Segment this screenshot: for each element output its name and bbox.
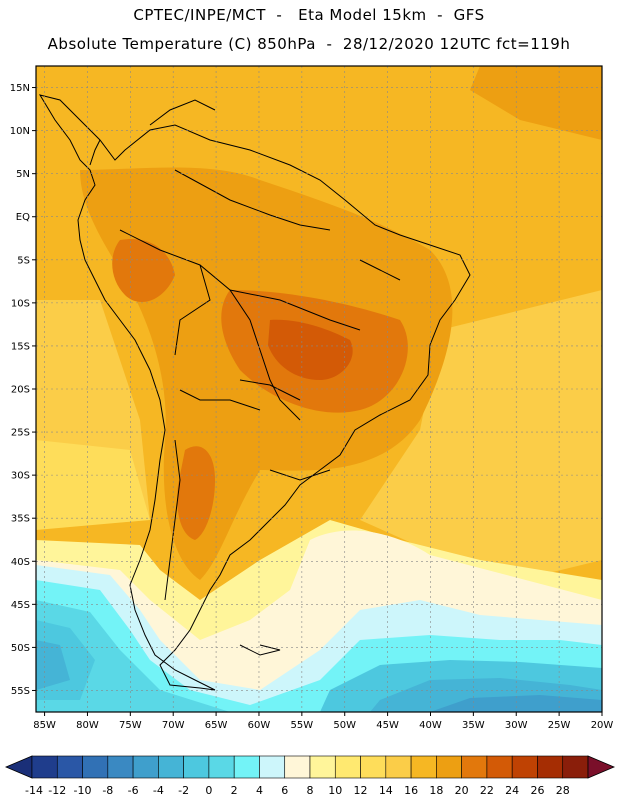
colorbar-swatch xyxy=(132,755,159,779)
colorbar-label: 22 xyxy=(480,784,494,797)
lon-label: 80W xyxy=(76,720,99,731)
lon-label: 40W xyxy=(419,720,442,731)
lat-label: 50S xyxy=(11,643,30,654)
longitude-labels: 85W 80W 75W 70W 65W 60W 55W 50W 45W 40W 35W 30W 25W 2… xyxy=(33,712,613,731)
colorbar-swatch xyxy=(537,755,564,779)
lat-label: 25S xyxy=(11,428,30,439)
colorbar-swatch xyxy=(31,755,58,779)
lon-label: 25W xyxy=(548,720,571,731)
lat-label: 45S xyxy=(11,600,30,611)
lat-label: 40S xyxy=(11,557,30,568)
colorbar-label: -14 xyxy=(25,784,43,797)
lat-label: 10N xyxy=(10,126,30,137)
colorbar-label: 8 xyxy=(307,784,314,797)
lon-label: 65W xyxy=(205,720,228,731)
lon-label: 70W xyxy=(162,720,185,731)
colorbar-swatch xyxy=(334,755,361,779)
lon-label: 50W xyxy=(333,720,356,731)
lon-label: 35W xyxy=(462,720,485,731)
lat-label: 35S xyxy=(11,514,30,525)
colorbar-label: -10 xyxy=(74,784,92,797)
lat-label: 20S xyxy=(11,385,30,396)
map-subtitle: Absolute Temperature (C) 850hPa - 28/12/… xyxy=(47,35,571,53)
colorbar-label: -8 xyxy=(102,784,113,797)
colorbar-label: 2 xyxy=(231,784,238,797)
colorbar-swatch xyxy=(461,755,488,779)
lon-label: 85W xyxy=(33,720,56,731)
colorbar-swatch xyxy=(511,755,538,779)
colorbar-label: 12 xyxy=(354,784,368,797)
colorbar-swatch xyxy=(233,755,260,779)
lat-label: 30S xyxy=(11,471,30,482)
colorbar-swatch xyxy=(259,755,286,779)
colorbar: -14 -12 -10 -8 -6 -4 -2 0 2 4 6 8 10 12 14 16 18 20 22 24 26… xyxy=(4,755,616,797)
lon-label: 20W xyxy=(591,720,614,731)
colorbar-swatch xyxy=(284,755,311,779)
lat-label: 15S xyxy=(11,341,30,352)
colorbar-label: 26 xyxy=(530,784,544,797)
colorbar-label: 16 xyxy=(404,784,418,797)
colorbar-label: 20 xyxy=(455,784,469,797)
colorbar-label: -6 xyxy=(128,784,139,797)
colorbar-label: 18 xyxy=(429,784,443,797)
latitude-labels: 15N 10N 5N EQ 5S 10S 15S 20S 25S 30S 35S 40S 45S 50S 5… xyxy=(10,83,36,697)
colorbar-label: 4 xyxy=(256,784,263,797)
colorbar-swatch xyxy=(208,755,235,779)
lat-label: 55S xyxy=(11,686,30,697)
colorbar-swatch xyxy=(360,755,387,779)
lat-label: EQ xyxy=(16,212,30,223)
colorbar-swatch xyxy=(562,755,589,779)
colorbar-label: 10 xyxy=(328,784,342,797)
colorbar-label: 14 xyxy=(379,784,393,797)
colorbar-label: 0 xyxy=(205,784,212,797)
lat-label: 10S xyxy=(11,298,30,309)
colorbar-label: 6 xyxy=(281,784,288,797)
colorbar-swatch xyxy=(158,755,184,779)
map-title: CPTEC/INPE/MCT - Eta Model 15km - GFS xyxy=(133,6,485,24)
lat-label: 5N xyxy=(16,169,30,180)
colorbar-swatch xyxy=(107,755,134,779)
colorbar-swatch xyxy=(309,755,336,779)
colorbar-under-arrow xyxy=(4,755,33,779)
colorbar-swatch xyxy=(410,755,437,779)
lat-label: 5S xyxy=(17,255,30,266)
colorbar-swatch xyxy=(436,755,462,779)
colorbar-label: -4 xyxy=(153,784,164,797)
colorbar-swatch xyxy=(486,755,513,779)
colorbar-swatch xyxy=(183,755,210,779)
lon-label: 75W xyxy=(119,720,142,731)
lon-label: 60W xyxy=(248,720,271,731)
graticule xyxy=(36,66,602,712)
lon-label: 30W xyxy=(505,720,528,731)
colorbar-label: 28 xyxy=(556,784,570,797)
lat-label: 15N xyxy=(10,83,30,94)
coastlines xyxy=(38,94,471,691)
colorbar-swatch xyxy=(385,755,412,779)
colorbar-swatch xyxy=(56,755,83,779)
colorbar-label: -2 xyxy=(178,784,189,797)
colorbar-over-arrow xyxy=(587,755,616,779)
lon-label: 55W xyxy=(291,720,314,731)
colorbar-swatch xyxy=(82,755,109,779)
lon-label: 45W xyxy=(376,720,399,731)
colorbar-label: 24 xyxy=(505,784,519,797)
colorbar-label: -12 xyxy=(48,784,66,797)
